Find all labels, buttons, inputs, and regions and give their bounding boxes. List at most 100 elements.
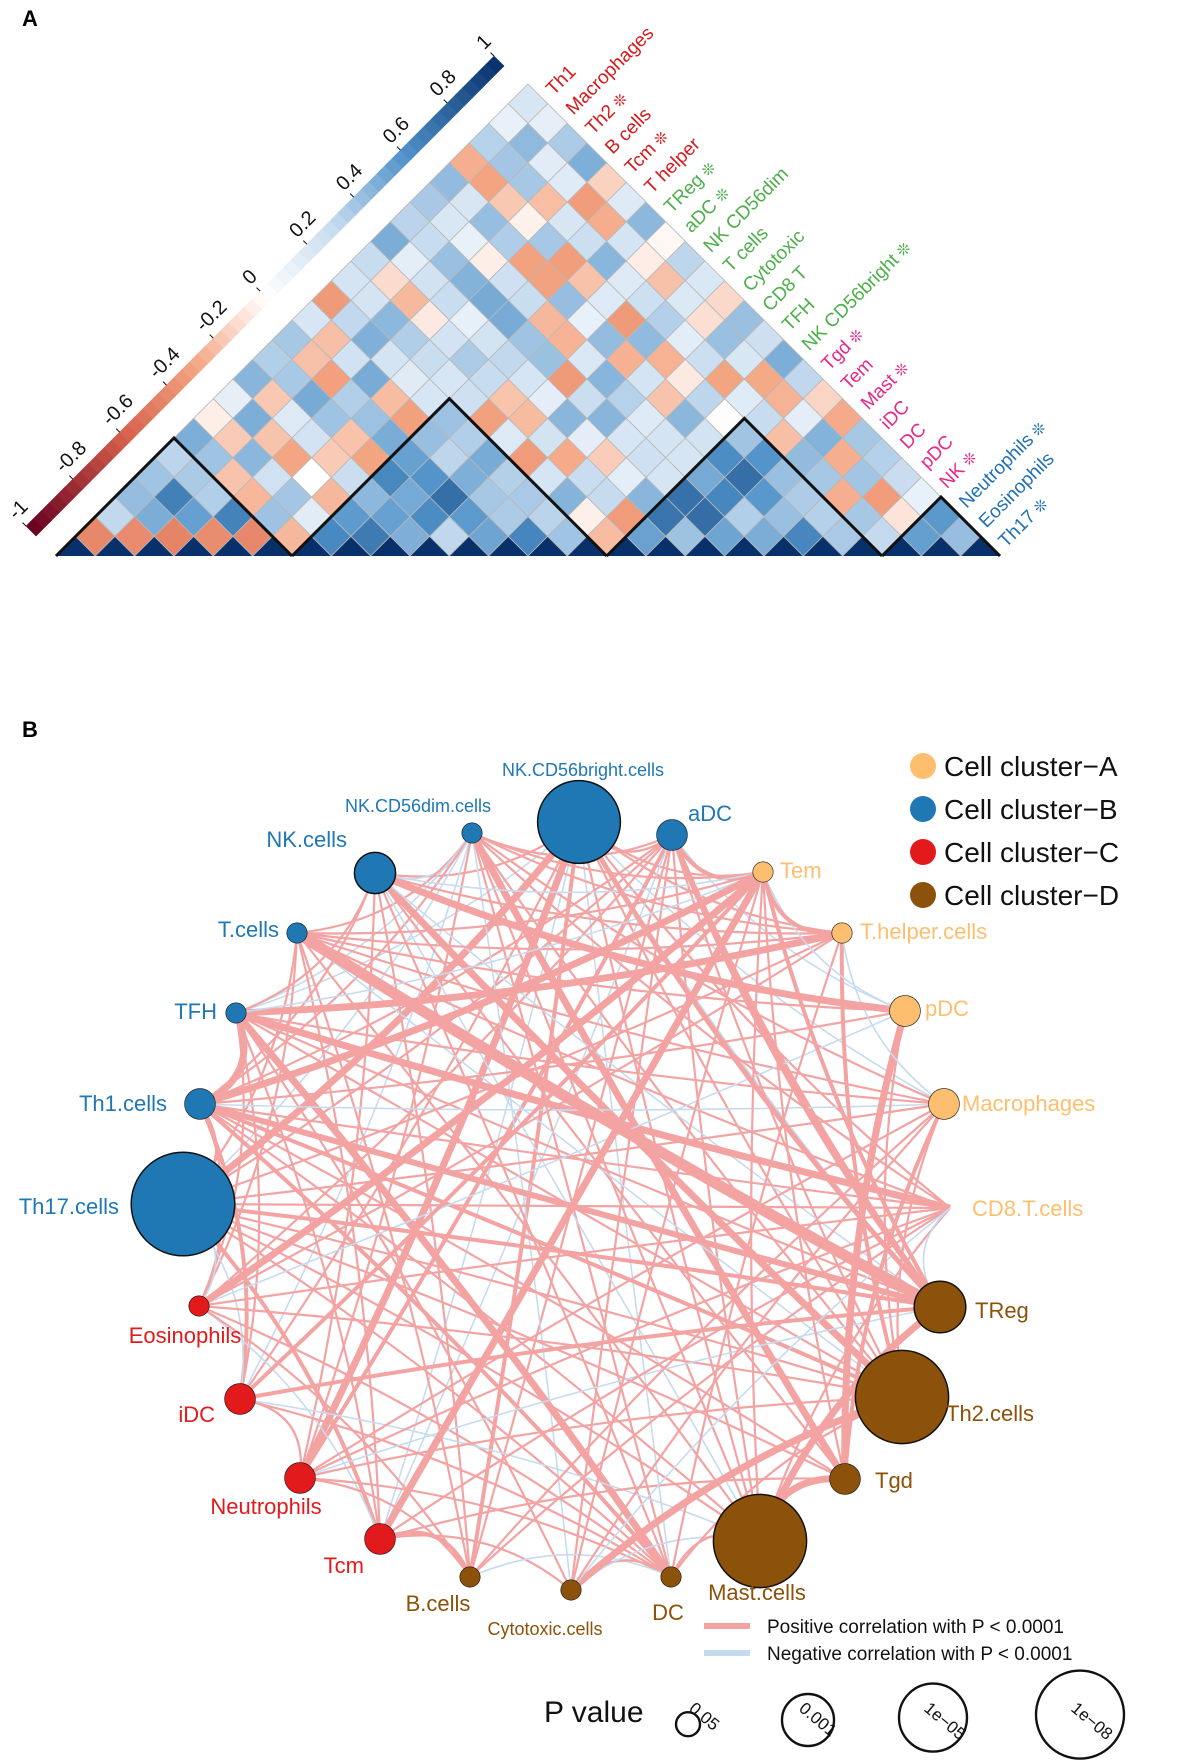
positive-edge	[181, 1202, 382, 1540]
cluster-legend-label: Cell cluster−C	[944, 837, 1119, 868]
positive-edge	[761, 871, 942, 1309]
positive-edge	[758, 1207, 951, 1542]
network-node	[364, 1523, 396, 1555]
positive-edge	[238, 870, 765, 1401]
positive-edge	[198, 1102, 673, 1579]
pvalue-legend-label: 0.001	[795, 1699, 840, 1741]
panel-a-label: A	[22, 6, 38, 31]
colorbar-tick	[490, 52, 495, 57]
positive-edge	[471, 832, 903, 1398]
cluster-legend-swatch	[910, 796, 936, 822]
mask	[46, 556, 1020, 586]
pvalue-legend-label: 1e−05	[920, 1699, 969, 1744]
pvalue-legend-title: P value	[544, 1696, 644, 1729]
cluster-outline	[605, 416, 884, 558]
correlation-network: NK.CD56bright.cells aDC NK.CD56dim.cells NK…	[19, 760, 1096, 1639]
positive-edge	[198, 834, 673, 1307]
network-node-label: CD8.T.cells	[972, 1196, 1083, 1221]
positive-edge	[235, 1012, 572, 1591]
negative-edge	[578, 821, 672, 1578]
positive-edge	[469, 1207, 951, 1578]
positive-edge	[233, 1010, 674, 1579]
strong-positive-edge	[294, 928, 943, 1312]
positive-edge	[239, 1397, 672, 1578]
network-node	[752, 861, 774, 883]
positive-edge	[471, 831, 764, 880]
colorbar-tick	[209, 334, 214, 339]
positive-edge	[839, 932, 904, 1398]
network-node	[712, 1493, 808, 1589]
negative-edge	[239, 1398, 761, 1542]
cluster-legend-swatch	[910, 882, 936, 908]
pvalue-legend-circle	[897, 1682, 969, 1753]
colorbar-tick-label: 0	[238, 266, 261, 289]
positive-edge	[374, 872, 846, 1480]
colorbar-tick	[349, 193, 355, 198]
strong-positive-edge	[182, 1202, 941, 1309]
network-node	[286, 922, 308, 944]
colorbar-tick-label: -1	[4, 496, 32, 524]
positive-edge	[182, 1202, 903, 1399]
network-node-label: iDC	[178, 1402, 215, 1427]
colorbar-tick-label: 1	[472, 31, 495, 54]
colorbar-tick	[68, 475, 74, 480]
positive-edge	[296, 931, 945, 1106]
colorbar-tick	[22, 522, 27, 527]
network-node	[188, 1295, 210, 1317]
network-node-label: B.cells	[406, 1591, 471, 1616]
network-node-label: TReg	[975, 1298, 1029, 1323]
positive-edge	[198, 1305, 471, 1578]
network-node	[284, 1462, 316, 1494]
cluster-outline	[290, 396, 608, 558]
cluster-legend-swatch	[910, 839, 936, 865]
negative-edge	[239, 832, 473, 1400]
positive-edge	[379, 1477, 846, 1541]
strong-positive-edge	[199, 1101, 941, 1310]
positive-edge	[670, 834, 762, 1542]
cluster-outline	[54, 435, 294, 558]
network-node-label: pDC	[925, 996, 969, 1021]
network-node-label: Tem	[780, 858, 822, 883]
network-node-label: T.cells	[218, 917, 279, 942]
positive-edge-label: Positive correlation with P < 0.0001	[767, 1617, 1064, 1638]
network-node-label: Th2.cells	[946, 1401, 1034, 1426]
positive-edge	[199, 1009, 906, 1106]
positive-edge	[298, 834, 674, 1480]
positive-edge	[296, 932, 761, 1542]
positive-edge	[761, 871, 843, 936]
positive-edge	[568, 1393, 904, 1593]
negative-edge	[841, 932, 945, 1105]
pvalue-legend-circle	[780, 1692, 836, 1748]
network-node	[656, 819, 688, 851]
colorbar-tick	[256, 287, 261, 292]
pvalue-legend-circle	[1034, 1669, 1126, 1760]
network-node	[459, 1566, 481, 1588]
edge-layer	[180, 819, 951, 1593]
panel-b-label: B	[22, 717, 38, 742]
colorbar-tick	[302, 240, 308, 245]
positive-edge	[471, 832, 843, 935]
network-node-label: TFH	[174, 999, 217, 1024]
pvalue-legend-circle	[674, 1710, 702, 1738]
pvalue-legend-label: 1e−08	[1067, 1699, 1116, 1744]
network-node-label: Mast.cells	[708, 1580, 806, 1605]
network-node	[536, 779, 622, 865]
negative-edge	[198, 1010, 906, 1307]
network-node-label: NK.CD56bright.cells	[502, 760, 664, 780]
positive-edge	[841, 1010, 909, 1480]
network-node	[184, 1088, 216, 1120]
positive-edge	[761, 871, 847, 1480]
colorbar-tick	[162, 381, 167, 386]
cluster-legend-label: Cell cluster−D	[944, 880, 1119, 911]
network-node	[353, 851, 397, 895]
strong-positive-edge	[669, 834, 942, 1309]
positive-edge	[182, 1203, 672, 1578]
network-node-label: Tgd	[875, 1468, 913, 1493]
colorbar-tick	[115, 428, 121, 433]
positive-edge	[197, 869, 766, 1309]
positive-edge	[198, 1304, 903, 1399]
positive-edge	[299, 1103, 945, 1479]
cluster-legend-label: Cell cluster−A	[944, 751, 1118, 782]
negative-edge	[182, 832, 473, 1205]
